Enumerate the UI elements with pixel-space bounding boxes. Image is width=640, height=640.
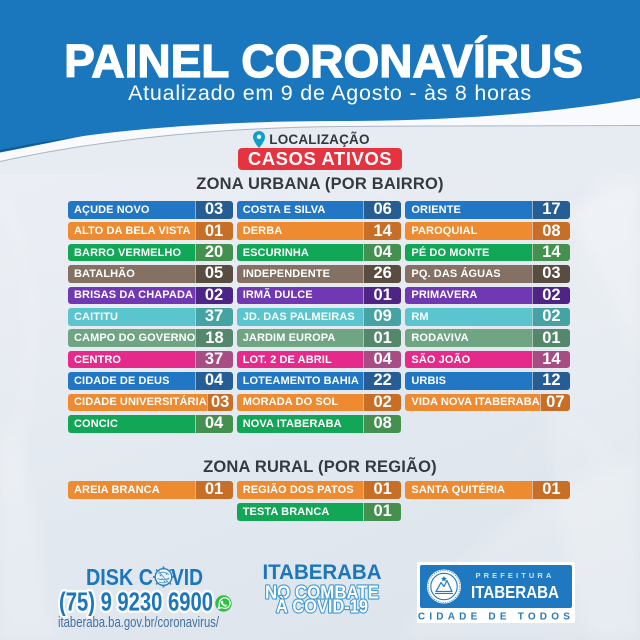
svg-text:(75) 9 9230 6900: (75) 9 9230 6900 — [59, 589, 213, 617]
svg-text:PREFEITURA: PREFEITURA — [476, 571, 555, 580]
svg-text:ITABERABA: ITABERABA — [263, 561, 382, 584]
svg-text:CIDADE DE TODOS: CIDADE DE TODOS — [418, 612, 574, 623]
svg-text:ITABERABA: ITABERABA — [471, 582, 559, 602]
svg-text:DISK C: DISK C — [86, 564, 153, 590]
svg-text:itaberaba.ba.gov.br/coronaviru: itaberaba.ba.gov.br/coronavirus/ — [58, 615, 220, 631]
svg-text:VID: VID — [171, 564, 203, 590]
svg-text:À COVID-19: À COVID-19 — [276, 596, 368, 617]
svg-text:NO COMBATE: NO COMBATE — [265, 583, 379, 603]
